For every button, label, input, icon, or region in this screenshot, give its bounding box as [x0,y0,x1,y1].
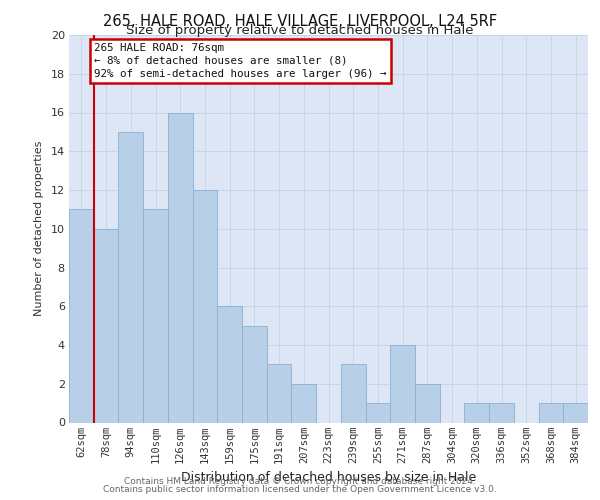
Text: 265, HALE ROAD, HALE VILLAGE, LIVERPOOL, L24 5RF: 265, HALE ROAD, HALE VILLAGE, LIVERPOOL,… [103,14,497,29]
Bar [143,210,168,422]
X-axis label: Distribution of detached houses by size in Hale: Distribution of detached houses by size … [181,471,476,484]
Text: 265 HALE ROAD: 76sqm
← 8% of detached houses are smaller (8)
92% of semi-detache: 265 HALE ROAD: 76sqm ← 8% of detached ho… [94,43,387,79]
Bar [341,364,365,422]
Bar [242,326,267,422]
Bar [415,384,440,422]
Bar [489,403,514,422]
Text: Size of property relative to detached houses in Hale: Size of property relative to detached ho… [126,24,474,37]
Bar [217,306,242,422]
Text: Contains public sector information licensed under the Open Government Licence v3: Contains public sector information licen… [103,484,497,494]
Bar [168,112,193,422]
Bar [69,210,94,422]
Y-axis label: Number of detached properties: Number of detached properties [34,141,44,316]
Bar [390,345,415,422]
Bar [292,384,316,422]
Bar [563,403,588,422]
Bar [118,132,143,422]
Bar [539,403,563,422]
Text: Contains HM Land Registry data © Crown copyright and database right 2024.: Contains HM Land Registry data © Crown c… [124,477,476,486]
Bar [94,229,118,422]
Bar [365,403,390,422]
Bar [267,364,292,422]
Bar [464,403,489,422]
Bar [193,190,217,422]
